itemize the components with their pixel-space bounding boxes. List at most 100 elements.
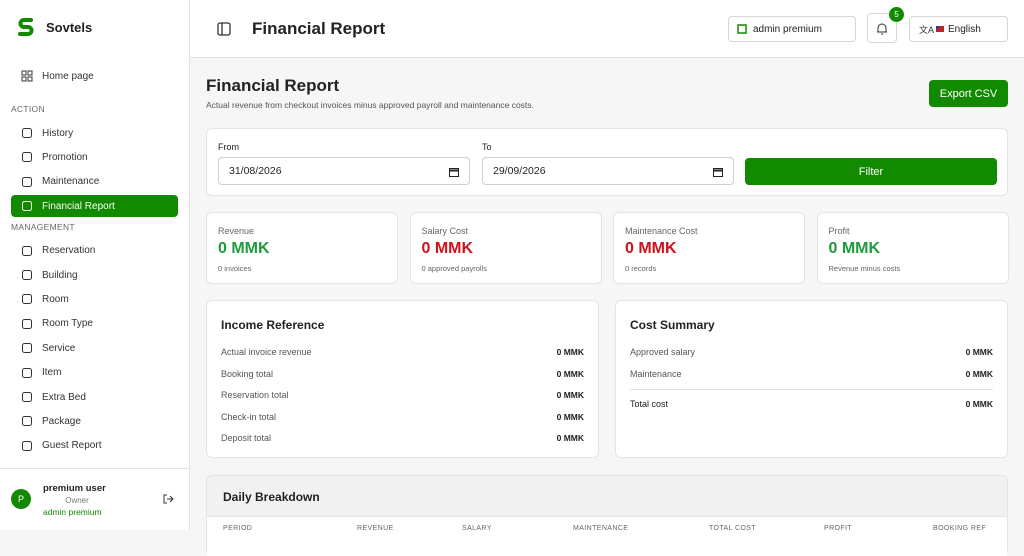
row-label: Reservation total xyxy=(221,390,289,401)
row: Maintenance 0 MMK xyxy=(630,369,993,379)
panel-title: Income Reference xyxy=(221,318,325,332)
account-label: admin premium xyxy=(753,23,822,35)
card-note: 0 records xyxy=(625,264,657,273)
row-label: Maintenance xyxy=(630,368,682,379)
row-label: Actual invoice revenue xyxy=(221,347,312,357)
nav-item[interactable]: Financial Report xyxy=(11,195,178,218)
stat-card: Maintenance Cost 0 MMK 0 records xyxy=(613,212,805,284)
nav-label: Item xyxy=(42,367,62,379)
svg-text:文A: 文A xyxy=(919,24,934,34)
user-name: premium user xyxy=(43,483,106,494)
to-input[interactable]: 29/09/2026 xyxy=(482,157,734,185)
page-title: Financial Report xyxy=(206,76,340,95)
column-header: PERIOD xyxy=(223,525,253,532)
sidebar-toggle[interactable] xyxy=(217,22,231,36)
card-note: 0 approved payrolls xyxy=(421,264,487,273)
nav-label: Service xyxy=(42,342,76,354)
column-header: REVENUE xyxy=(357,525,394,532)
nav-item[interactable]: History xyxy=(11,122,178,144)
nav-label: History xyxy=(42,127,74,139)
page-subtitle: Actual revenue from checkout invoices mi… xyxy=(206,100,534,110)
nav-label: Guest Report xyxy=(42,440,102,452)
row: Check-in total 0 MMK xyxy=(221,412,584,422)
filter-button[interactable]: Filter xyxy=(745,158,997,185)
filter-panel: From 31/08/2026 To 29/09/2026 Filter xyxy=(206,128,1008,196)
nav-item[interactable]: Room Type xyxy=(11,313,178,335)
row: Deposit total 0 MMK xyxy=(221,433,584,443)
nav-item[interactable]: Building xyxy=(11,264,178,286)
sidebar: Sovtels Home page P premium user Owner a… xyxy=(0,0,190,530)
language-button[interactable]: 文A English xyxy=(909,16,1008,42)
row-label: Total cost xyxy=(630,399,669,409)
stat-card: Salary Cost 0 MMK 0 approved payrolls xyxy=(409,212,602,284)
user-plan: admin premium xyxy=(43,507,102,517)
cost-total: Total cost 0 MMK xyxy=(630,399,993,409)
column-header: PROFIT xyxy=(824,525,853,532)
nav-item[interactable]: Item xyxy=(11,362,178,384)
nav-item[interactable]: Package xyxy=(11,410,178,432)
row-value: 0 MMK xyxy=(965,399,993,409)
row-value: 0 MMK xyxy=(556,390,584,401)
logo xyxy=(18,18,34,36)
card-label: Salary Cost xyxy=(421,226,469,236)
row: Reservation total 0 MMK xyxy=(221,390,584,400)
row-label: Approved salary xyxy=(630,347,696,357)
from-input[interactable]: 31/08/2026 xyxy=(218,157,470,185)
export-button[interactable]: Export CSV xyxy=(929,80,1008,107)
nav-item[interactable]: Service xyxy=(11,337,178,359)
nav-item[interactable]: Guest Report xyxy=(11,435,178,457)
notification-badge: 5 xyxy=(889,7,904,22)
column-header: BOOKING REF xyxy=(933,525,987,532)
nav-label: Room Type xyxy=(42,318,93,330)
nav-section: ACTION xyxy=(11,104,45,114)
daily-panel: Daily Breakdown PERIOD REVENUE SALARY MAINT… xyxy=(206,475,1008,556)
nav-label: Home page xyxy=(42,70,94,82)
divider xyxy=(0,468,189,469)
nav-label: Package xyxy=(42,415,81,427)
divider xyxy=(630,389,993,390)
row: Actual invoice revenue 0 MMK xyxy=(221,347,584,357)
to-value: 29/09/2026 xyxy=(493,165,546,177)
card-label: Revenue xyxy=(218,226,255,236)
nav-section: MANAGEMENT xyxy=(11,221,75,232)
nav-item[interactable]: Maintenance xyxy=(11,171,178,193)
header: Financial Report admin premium 5 文A Engli… xyxy=(190,0,1024,58)
account-button[interactable]: admin premium xyxy=(728,16,856,42)
nav-label: Building xyxy=(42,269,78,281)
nav-item[interactable]: Promotion xyxy=(11,146,178,168)
logout-icon[interactable] xyxy=(162,493,174,505)
row-label: Booking total xyxy=(221,368,274,379)
income-panel: Income Reference Actual invoice revenue 0… xyxy=(206,300,599,458)
card-note: Revenue minus costs xyxy=(828,264,901,273)
stat-card: Revenue 0 MMK 0 invoices xyxy=(206,212,398,284)
panel-title: Cost Summary xyxy=(630,318,715,332)
card-value: 0 MMK xyxy=(828,240,881,257)
card-value: 0 MMK xyxy=(625,240,677,257)
nav-label: Promotion xyxy=(42,151,88,163)
header-title: Financial Report xyxy=(252,19,386,38)
row: Approved salary 0 MMK xyxy=(630,347,993,357)
card-label: Maintenance Cost xyxy=(625,226,698,236)
nav-label: Room xyxy=(42,293,69,305)
nav-item[interactable]: Extra Bed xyxy=(11,386,178,408)
row: Booking total 0 MMK xyxy=(221,369,584,379)
from-label: From xyxy=(218,142,239,152)
nav-item[interactable]: Room xyxy=(11,288,178,310)
card-label: Profit xyxy=(828,226,850,236)
language-label: English xyxy=(948,23,981,35)
nav-item[interactable]: Reservation xyxy=(11,240,178,262)
nav-label: Extra Bed xyxy=(42,391,86,403)
nav-label: Reservation xyxy=(42,245,96,257)
avatar: P xyxy=(11,489,31,509)
nav-label: Maintenance xyxy=(42,176,100,188)
row-value: 0 MMK xyxy=(556,433,584,444)
row-label: Deposit total xyxy=(221,433,272,444)
card-value: 0 MMK xyxy=(218,240,270,257)
nav-home[interactable]: Home page xyxy=(11,65,178,87)
panel-title: Daily Breakdown xyxy=(223,490,320,504)
row-value: 0 MMK xyxy=(556,368,584,379)
row-value: 0 MMK xyxy=(556,347,584,357)
user-role: Owner xyxy=(65,496,89,505)
table-body xyxy=(207,516,1007,556)
